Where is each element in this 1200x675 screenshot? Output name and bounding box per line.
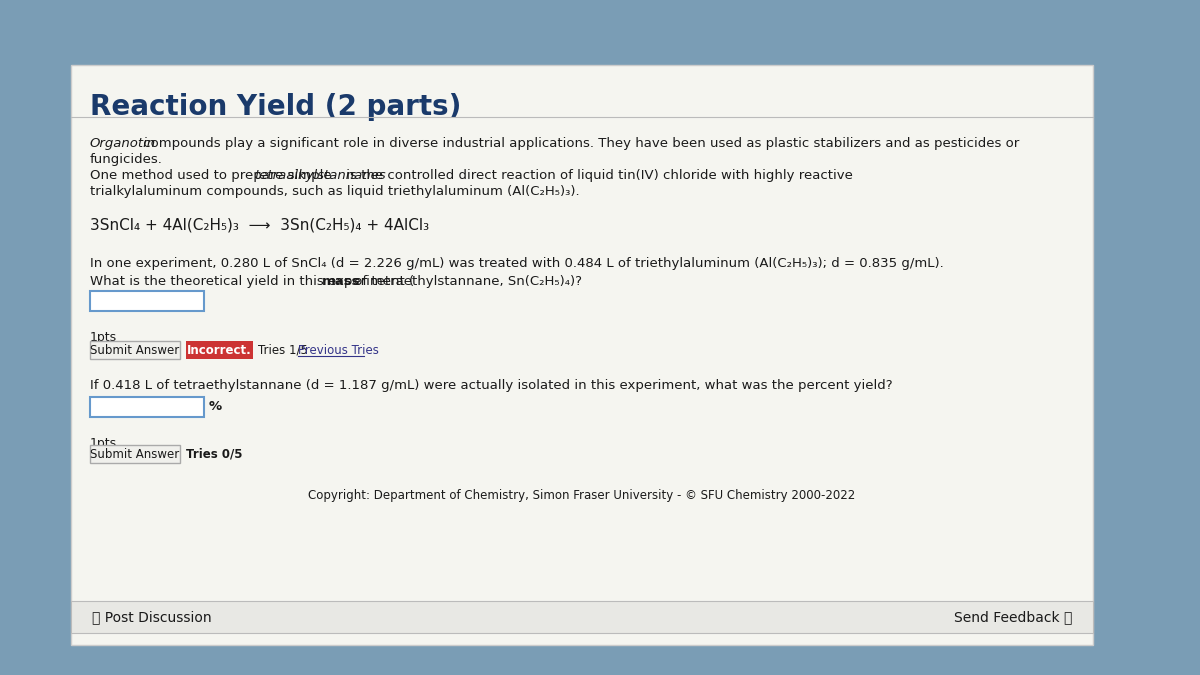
Text: Copyright: Department of Chemistry, Simon Fraser University - © SFU Chemistry 20: Copyright: Department of Chemistry, Simo…	[308, 489, 856, 502]
Text: 1pts: 1pts	[90, 331, 118, 344]
Text: One method used to prepare simple: One method used to prepare simple	[90, 169, 336, 182]
Text: fungicides.: fungicides.	[90, 153, 163, 166]
Text: 3SnCl₄ + 4Al(C₂H₅)₃  ⟶  3Sn(C₂H₅)₄ + 4AlCl₃: 3SnCl₄ + 4Al(C₂H₅)₃ ⟶ 3Sn(C₂H₅)₄ + 4AlCl…	[90, 217, 430, 232]
Text: Tries 1/5: Tries 1/5	[258, 344, 308, 356]
Text: What is the theoretical yield in this experiment (: What is the theoretical yield in this ex…	[90, 275, 414, 288]
Text: 1pts: 1pts	[90, 437, 118, 450]
Text: In one experiment, 0.280 L of SnCl₄ (d = 2.226 g/mL) was treated with 0.484 L of: In one experiment, 0.280 L of SnCl₄ (d =…	[90, 257, 943, 270]
Text: compounds play a significant role in diverse industrial applications. They have : compounds play a significant role in div…	[139, 137, 1019, 150]
Text: Incorrect.: Incorrect.	[187, 344, 252, 356]
Text: trialkylaluminum compounds, such as liquid triethylaluminum (Al(C₂H₅)₃).: trialkylaluminum compounds, such as liqu…	[90, 185, 580, 198]
Text: Tries 0/5: Tries 0/5	[186, 448, 242, 460]
FancyBboxPatch shape	[90, 445, 180, 463]
Text: Organotin: Organotin	[90, 137, 156, 150]
Text: mass: mass	[322, 275, 360, 288]
Text: Previous Tries: Previous Tries	[298, 344, 379, 356]
FancyBboxPatch shape	[71, 65, 1093, 645]
Text: Reaction Yield (2 parts): Reaction Yield (2 parts)	[90, 93, 461, 121]
Text: tetraalkylstannanes: tetraalkylstannanes	[253, 169, 385, 182]
Text: Submit Answer: Submit Answer	[90, 344, 179, 356]
Text: Send Feedback 📎: Send Feedback 📎	[954, 610, 1073, 624]
FancyBboxPatch shape	[90, 291, 204, 311]
FancyBboxPatch shape	[71, 601, 1093, 633]
Text: of tetraethylstannane, Sn(C₂H₅)₄)?: of tetraethylstannane, Sn(C₂H₅)₄)?	[350, 275, 582, 288]
Text: is the controlled direct reaction of liquid tin(IV) chloride with highly reactiv: is the controlled direct reaction of liq…	[342, 169, 852, 182]
FancyBboxPatch shape	[186, 341, 253, 359]
Text: %: %	[209, 400, 221, 414]
Text: Submit Answer: Submit Answer	[90, 448, 179, 460]
Text: If 0.418 L of tetraethylstannane (d = 1.187 g/mL) were actually isolated in this: If 0.418 L of tetraethylstannane (d = 1.…	[90, 379, 893, 392]
Text: 📋 Post Discussion: 📋 Post Discussion	[92, 610, 211, 624]
FancyBboxPatch shape	[90, 397, 204, 417]
FancyBboxPatch shape	[90, 341, 180, 359]
